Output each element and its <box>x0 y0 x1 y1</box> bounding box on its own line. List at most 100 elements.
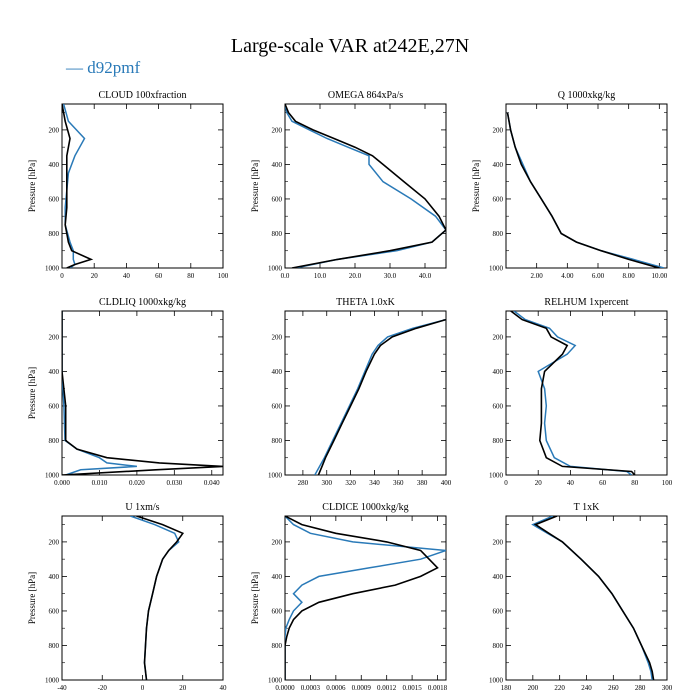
y-tick-label: 200 <box>493 333 504 341</box>
y-tick-label: 800 <box>272 437 283 445</box>
series-line-obs <box>62 104 94 268</box>
panel-frame <box>61 310 224 476</box>
panel-title: THETA 1.0xK <box>336 297 395 308</box>
x-tick-label: 220 <box>554 684 565 692</box>
panel-title: U 1xm/s <box>125 502 159 513</box>
x-tick-label: 180 <box>501 684 512 692</box>
y-axis-label: Pressure [hPa] <box>27 160 37 212</box>
x-tick-label: 0.0012 <box>377 684 397 692</box>
x-tick-label: 240 <box>581 684 592 692</box>
x-tick-label: 0.000 <box>54 479 70 487</box>
series-line-d92pmf <box>285 516 446 680</box>
x-tick-label: 0.0015 <box>402 684 422 692</box>
y-tick-label: 600 <box>272 195 283 203</box>
x-tick-label: 280 <box>298 479 309 487</box>
x-tick-label: 40 <box>567 479 575 487</box>
x-tick-label: 10.0 <box>314 272 327 280</box>
y-tick-label: 1000 <box>268 472 283 480</box>
series-line-d92pmf <box>62 311 137 475</box>
panel-frame <box>505 515 668 681</box>
x-tick-label: 0.0003 <box>301 684 321 692</box>
x-tick-label: 0.020 <box>129 479 145 487</box>
y-tick-label: 1000 <box>45 265 60 273</box>
y-tick-label: 1000 <box>489 677 504 685</box>
y-tick-label: 1000 <box>45 677 60 685</box>
series-line-d92pmf <box>531 516 653 680</box>
y-tick-label: 400 <box>49 161 60 169</box>
panel-title: T 1xK <box>574 502 600 513</box>
y-tick-label: 200 <box>272 333 283 341</box>
y-axis-label: Pressure [hPa] <box>27 572 37 624</box>
y-tick-label: 800 <box>49 437 60 445</box>
y-tick-label: 400 <box>49 573 60 581</box>
x-tick-label: 40 <box>123 272 131 280</box>
series-line-d92pmf <box>62 104 86 268</box>
y-tick-label: 1000 <box>45 472 60 480</box>
x-tick-label: 0 <box>504 479 508 487</box>
series-line-obs <box>136 516 185 680</box>
x-tick-label: 280 <box>635 684 646 692</box>
x-tick-label: 20 <box>179 684 187 692</box>
y-tick-label: 1000 <box>268 677 283 685</box>
x-tick-label: 60 <box>155 272 163 280</box>
x-tick-label: 40.0 <box>419 272 432 280</box>
x-tick-label: 0.0 <box>281 272 290 280</box>
y-tick-label: 800 <box>272 230 283 238</box>
panel-title: RELHUM 1xpercent <box>544 297 628 308</box>
x-tick-label: 10.00 <box>651 272 667 280</box>
x-tick-label: 0.0018 <box>428 684 448 692</box>
x-tick-label: 0 <box>141 684 145 692</box>
y-tick-label: 800 <box>493 230 504 238</box>
panel-title: CLDICE 1000xkg/kg <box>322 502 408 513</box>
y-tick-label: 800 <box>493 437 504 445</box>
x-tick-label: 20 <box>535 479 543 487</box>
x-tick-label: 300 <box>321 479 332 487</box>
series-line-obs <box>62 311 223 475</box>
series-line-obs <box>285 104 446 268</box>
x-tick-label: 8.00 <box>623 272 636 280</box>
x-tick-label: 0.0006 <box>326 684 346 692</box>
x-tick-label: 380 <box>417 479 428 487</box>
y-axis-label: Pressure [hPa] <box>250 572 260 624</box>
series-line-d92pmf <box>314 318 446 475</box>
x-tick-label: 30.0 <box>384 272 397 280</box>
y-tick-label: 200 <box>493 538 504 546</box>
legend-d92pmf: — d92pmf <box>65 58 140 77</box>
y-tick-label: 200 <box>272 538 283 546</box>
x-tick-label: 360 <box>393 479 404 487</box>
y-tick-label: 400 <box>493 368 504 376</box>
x-tick-label: 20.0 <box>349 272 362 280</box>
y-tick-label: 400 <box>272 573 283 581</box>
x-tick-label: -40 <box>57 684 67 692</box>
panel-frame <box>505 310 668 476</box>
y-tick-label: 400 <box>272 368 283 376</box>
series-line-obs <box>317 318 446 475</box>
series-line-d92pmf <box>513 311 633 475</box>
panel-7: U 1xm/s 200 400 600 800 1000-40 -20 0 20 40 Pressu… <box>27 502 227 692</box>
x-tick-label: 0.030 <box>166 479 182 487</box>
panel-title: Q 1000xkg/kg <box>558 90 616 101</box>
x-tick-label: 2.00 <box>531 272 544 280</box>
x-tick-label: 80 <box>631 479 639 487</box>
y-tick-label: 600 <box>272 402 283 410</box>
y-tick-label: 600 <box>493 607 504 615</box>
panel-title: OMEGA 864xPa/s <box>328 90 403 101</box>
panel-3: Q 1000xkg/kg 200 400 600 800 1000 2.00 4.00 6.00… <box>471 90 668 280</box>
panel-5: THETA 1.0xK 200 400 600 800 1000 280 300 320 340 3… <box>268 297 452 487</box>
y-tick-label: 200 <box>272 126 283 134</box>
x-tick-label: 260 <box>608 684 619 692</box>
y-tick-label: 200 <box>493 126 504 134</box>
y-tick-label: 1000 <box>489 265 504 273</box>
y-tick-label: 600 <box>49 402 60 410</box>
x-tick-label: -20 <box>98 684 108 692</box>
x-tick-label: 200 <box>528 684 539 692</box>
panel-frame <box>505 103 668 269</box>
figure-title: Large-scale VAR at242E,27N <box>231 35 469 57</box>
y-tick-label: 1000 <box>489 472 504 480</box>
y-tick-label: 600 <box>272 607 283 615</box>
y-tick-label: 200 <box>49 333 60 341</box>
y-tick-label: 800 <box>493 642 504 650</box>
